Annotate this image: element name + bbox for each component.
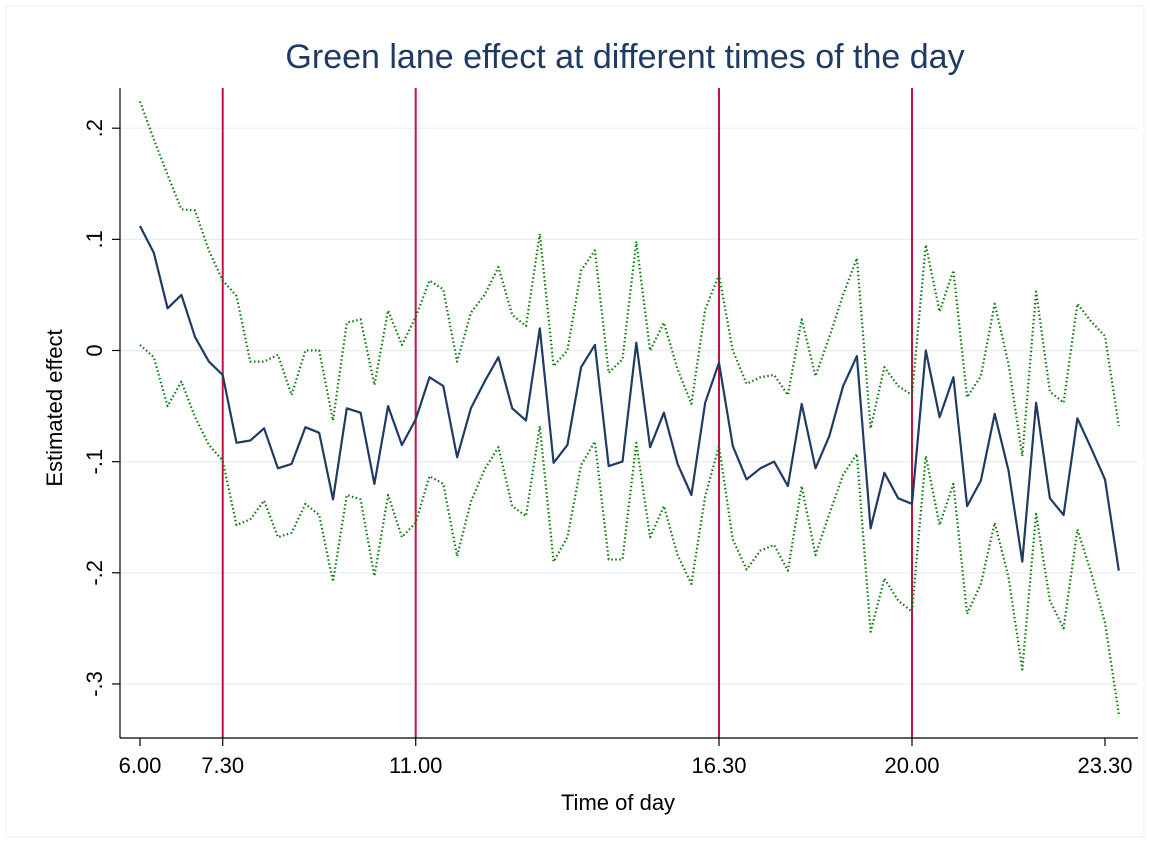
chart-background (5, 5, 1145, 838)
y-axis-title: Estimated effect (42, 329, 67, 486)
x-axis-title: Time of day (561, 790, 675, 815)
y-gridlines (120, 127, 1138, 685)
series-lines (138, 101, 1120, 715)
reference-lines (221, 88, 913, 738)
x-tick-label: 16.30 (691, 753, 746, 778)
y-tick-label: 0 (82, 344, 107, 356)
axes (119, 88, 1138, 739)
x-tick-label: 11.00 (389, 753, 442, 778)
x-tick-label: 23.30 (1077, 753, 1132, 778)
x-axis-ticks: 6.00 7.30 11.00 16.30 20.00 23.30 (119, 738, 1133, 778)
y-tick-label: -.3 (82, 671, 107, 697)
chart-title: Green lane effect at different times of … (285, 38, 964, 76)
x-tick-label: 20.00 (884, 753, 939, 778)
estimate-line (139, 225, 1120, 571)
x-tick-label: 7.30 (201, 753, 244, 778)
y-tick-label: .2 (82, 119, 107, 137)
y-tick-label: .1 (82, 230, 107, 248)
y-tick-label: -.2 (82, 560, 107, 586)
x-tick-label: 6.00 (119, 753, 162, 778)
y-axis-ticks: -.3 -.2 -.1 0 .1 .2 (82, 119, 120, 697)
y-tick-label: -.1 (82, 449, 107, 475)
